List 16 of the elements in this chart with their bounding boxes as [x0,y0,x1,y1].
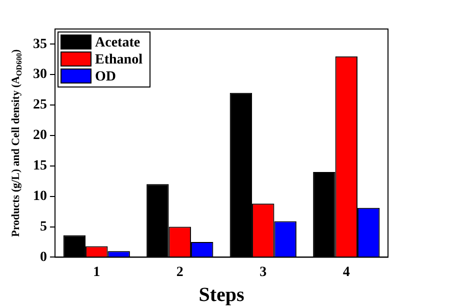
y-tick-label: 15 [33,158,47,174]
y-tick-label: 10 [33,188,47,204]
y-tick-label: 25 [33,98,47,113]
x-tick-label: 3 [260,265,267,280]
x-axis-title: Steps [198,284,244,306]
x-tick-label: 2 [176,265,184,280]
legend-label: Acetate [95,36,140,51]
x-tick-label: 1 [93,265,100,280]
y-tick-label: 0 [40,250,47,265]
y-tick-label: 30 [33,67,47,82]
legend-label: Ethanol [95,52,143,68]
x-tick-label: 4 [342,265,350,280]
legend-label: OD [95,70,116,85]
y-tick-label: 5 [40,219,47,234]
y-tick-label: 20 [33,128,47,144]
y-tick-label: 35 [33,36,47,52]
